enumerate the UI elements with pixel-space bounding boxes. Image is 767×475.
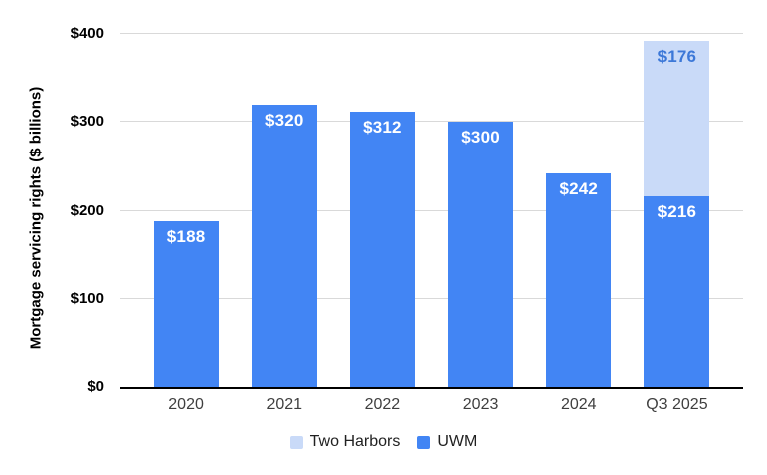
plot-area: $0 $100 $200 $300 $400 $188 2020 $320 2021 $312 20…: [71, 25, 743, 413]
bar-value-label: $216: [657, 202, 697, 222]
bar-value-label: $312: [363, 117, 402, 137]
bar-value-label: $188: [166, 227, 206, 247]
gridline: [120, 33, 743, 34]
bar-segment-uwm: $312: [349, 111, 415, 387]
bar-segment-uwm: $242: [546, 173, 612, 387]
y-tick-label: $0: [87, 378, 104, 395]
y-tick-label: $200: [70, 201, 104, 219]
bar-segment-two-harbors: $176: [644, 41, 710, 197]
legend-item-uwm: UWM: [417, 433, 477, 451]
x-axis-label: Q3 2025: [646, 396, 708, 413]
x-axis-label: 2023: [462, 396, 499, 413]
legend-item-two-harbors: Two Harbors: [289, 433, 401, 451]
legend-swatch-two-harbors: [289, 435, 303, 449]
gridline: [120, 209, 743, 211]
x-axis-label: 2020: [168, 396, 204, 413]
bar-segment-uwm: $216: [644, 196, 710, 387]
x-axis-label: 2021: [266, 396, 303, 413]
bar-value-label: $300: [461, 128, 500, 148]
x-axis-label: 2024: [560, 396, 597, 413]
gridline: [120, 121, 743, 123]
y-tick-label: $100: [70, 289, 104, 307]
y-tick-label: $300: [70, 113, 104, 131]
legend-swatch-uwm: [417, 435, 431, 449]
legend-label-uwm: UWM: [437, 433, 478, 450]
bar-segment-uwm: $188: [153, 221, 219, 387]
legend-label-two-harbors: Two Harbors: [309, 433, 401, 450]
bar-segment-uwm: $300: [448, 122, 514, 387]
x-axis-label: 2022: [364, 396, 401, 413]
bar-value-label: $242: [559, 179, 599, 199]
legend: Two Harbors UWM: [0, 433, 767, 451]
bar-value-label: $320: [264, 110, 304, 130]
bar-segment-uwm: $320: [251, 104, 317, 387]
y-tick-label: $400: [70, 25, 104, 42]
bar-value-label: $176: [657, 47, 697, 67]
gridline: [120, 297, 743, 299]
